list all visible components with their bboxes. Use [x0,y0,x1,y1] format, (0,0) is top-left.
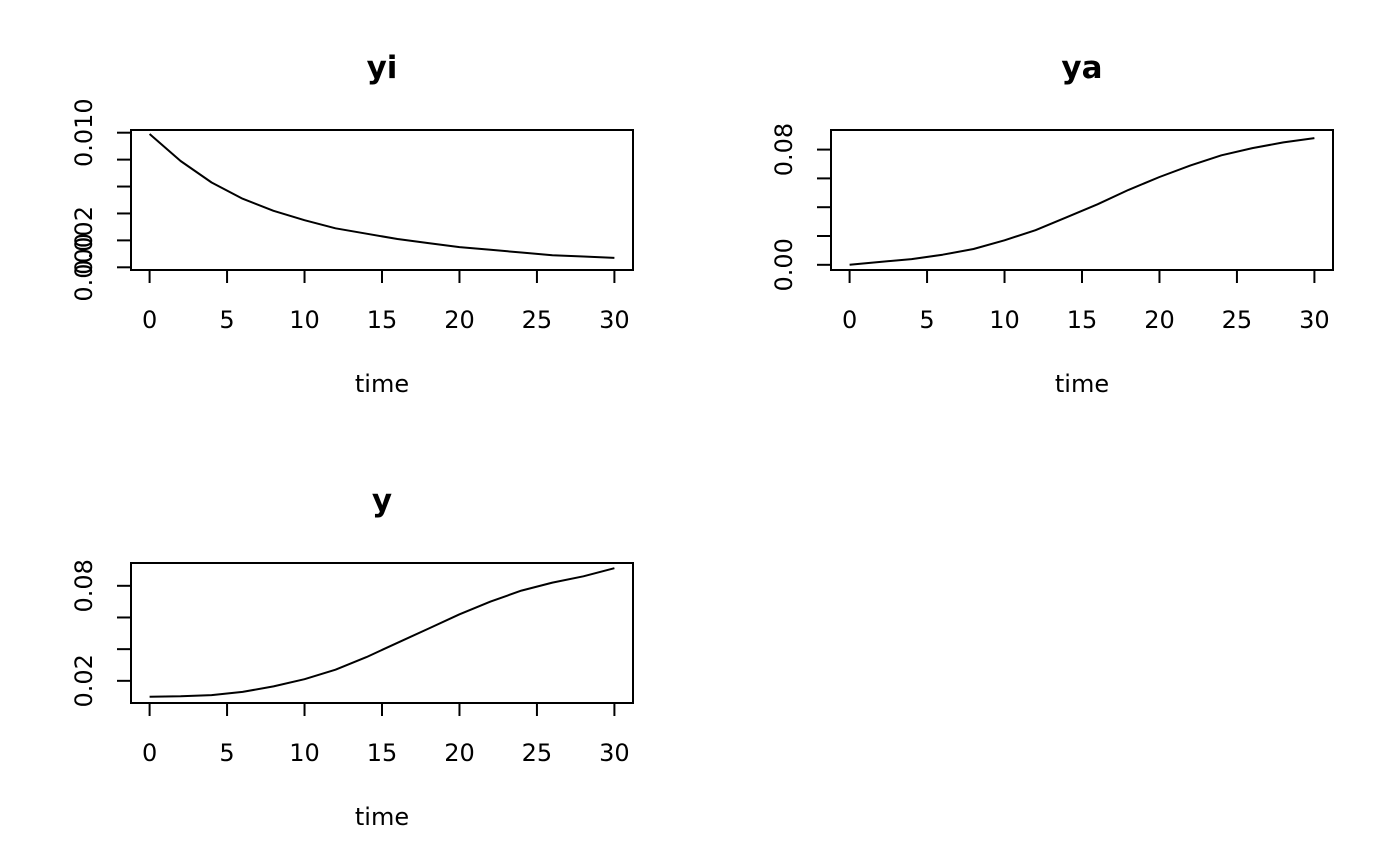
x-tick-label: 15 [1067,306,1098,334]
plot-frame [130,129,634,271]
panel-ya: ya 0 5 10 15 20 25 30 0.00 0.08 time [770,50,1334,398]
x-tick-label: 20 [444,306,475,334]
plot-frame [130,562,634,704]
x-tick-label: 25 [522,306,553,334]
y-tick-label: 0.08 [70,559,98,612]
y-tick-label: 0.08 [770,123,798,176]
plot-frame [830,129,1334,271]
panel-y: y 0 5 10 15 20 25 30 0.02 0.08 time [70,483,634,831]
x-tick-label: 15 [367,739,398,767]
x-tick-label: 10 [289,306,320,334]
panel-title: yi [367,50,398,86]
y-tick-label: 0.000 [70,233,98,302]
panel-title: y [372,483,392,519]
x-tick-label: 30 [599,739,630,767]
y-tick-label: 0.002 [70,206,98,275]
x-tick-label: 0 [142,306,157,334]
x-tick-label: 5 [219,306,234,334]
x-tick-label: 30 [1299,306,1330,334]
x-axis-label: time [355,803,409,831]
y-tick-label: 0.010 [70,98,98,167]
x-tick-label: 0 [842,306,857,334]
series-line [148,133,615,259]
x-tick-label: 20 [444,739,475,767]
series-line [149,567,615,698]
panel-title: ya [1061,50,1102,86]
x-tick-label: 10 [989,306,1020,334]
x-tick-label: 25 [522,739,553,767]
x-tick-label: 25 [1222,306,1253,334]
x-axis-label: time [1055,370,1109,398]
y-tick-label: 0.02 [70,654,98,707]
x-axis-label: time [355,370,409,398]
x-tick-label: 30 [599,306,630,334]
x-tick-label: 5 [919,306,934,334]
x-tick-label: 0 [142,739,157,767]
y-tick-label: 0.00 [770,238,798,291]
x-tick-label: 15 [367,306,398,334]
series-line [849,137,1315,266]
x-tick-label: 20 [1144,306,1175,334]
x-tick-label: 10 [289,739,320,767]
x-tick-label: 5 [219,739,234,767]
